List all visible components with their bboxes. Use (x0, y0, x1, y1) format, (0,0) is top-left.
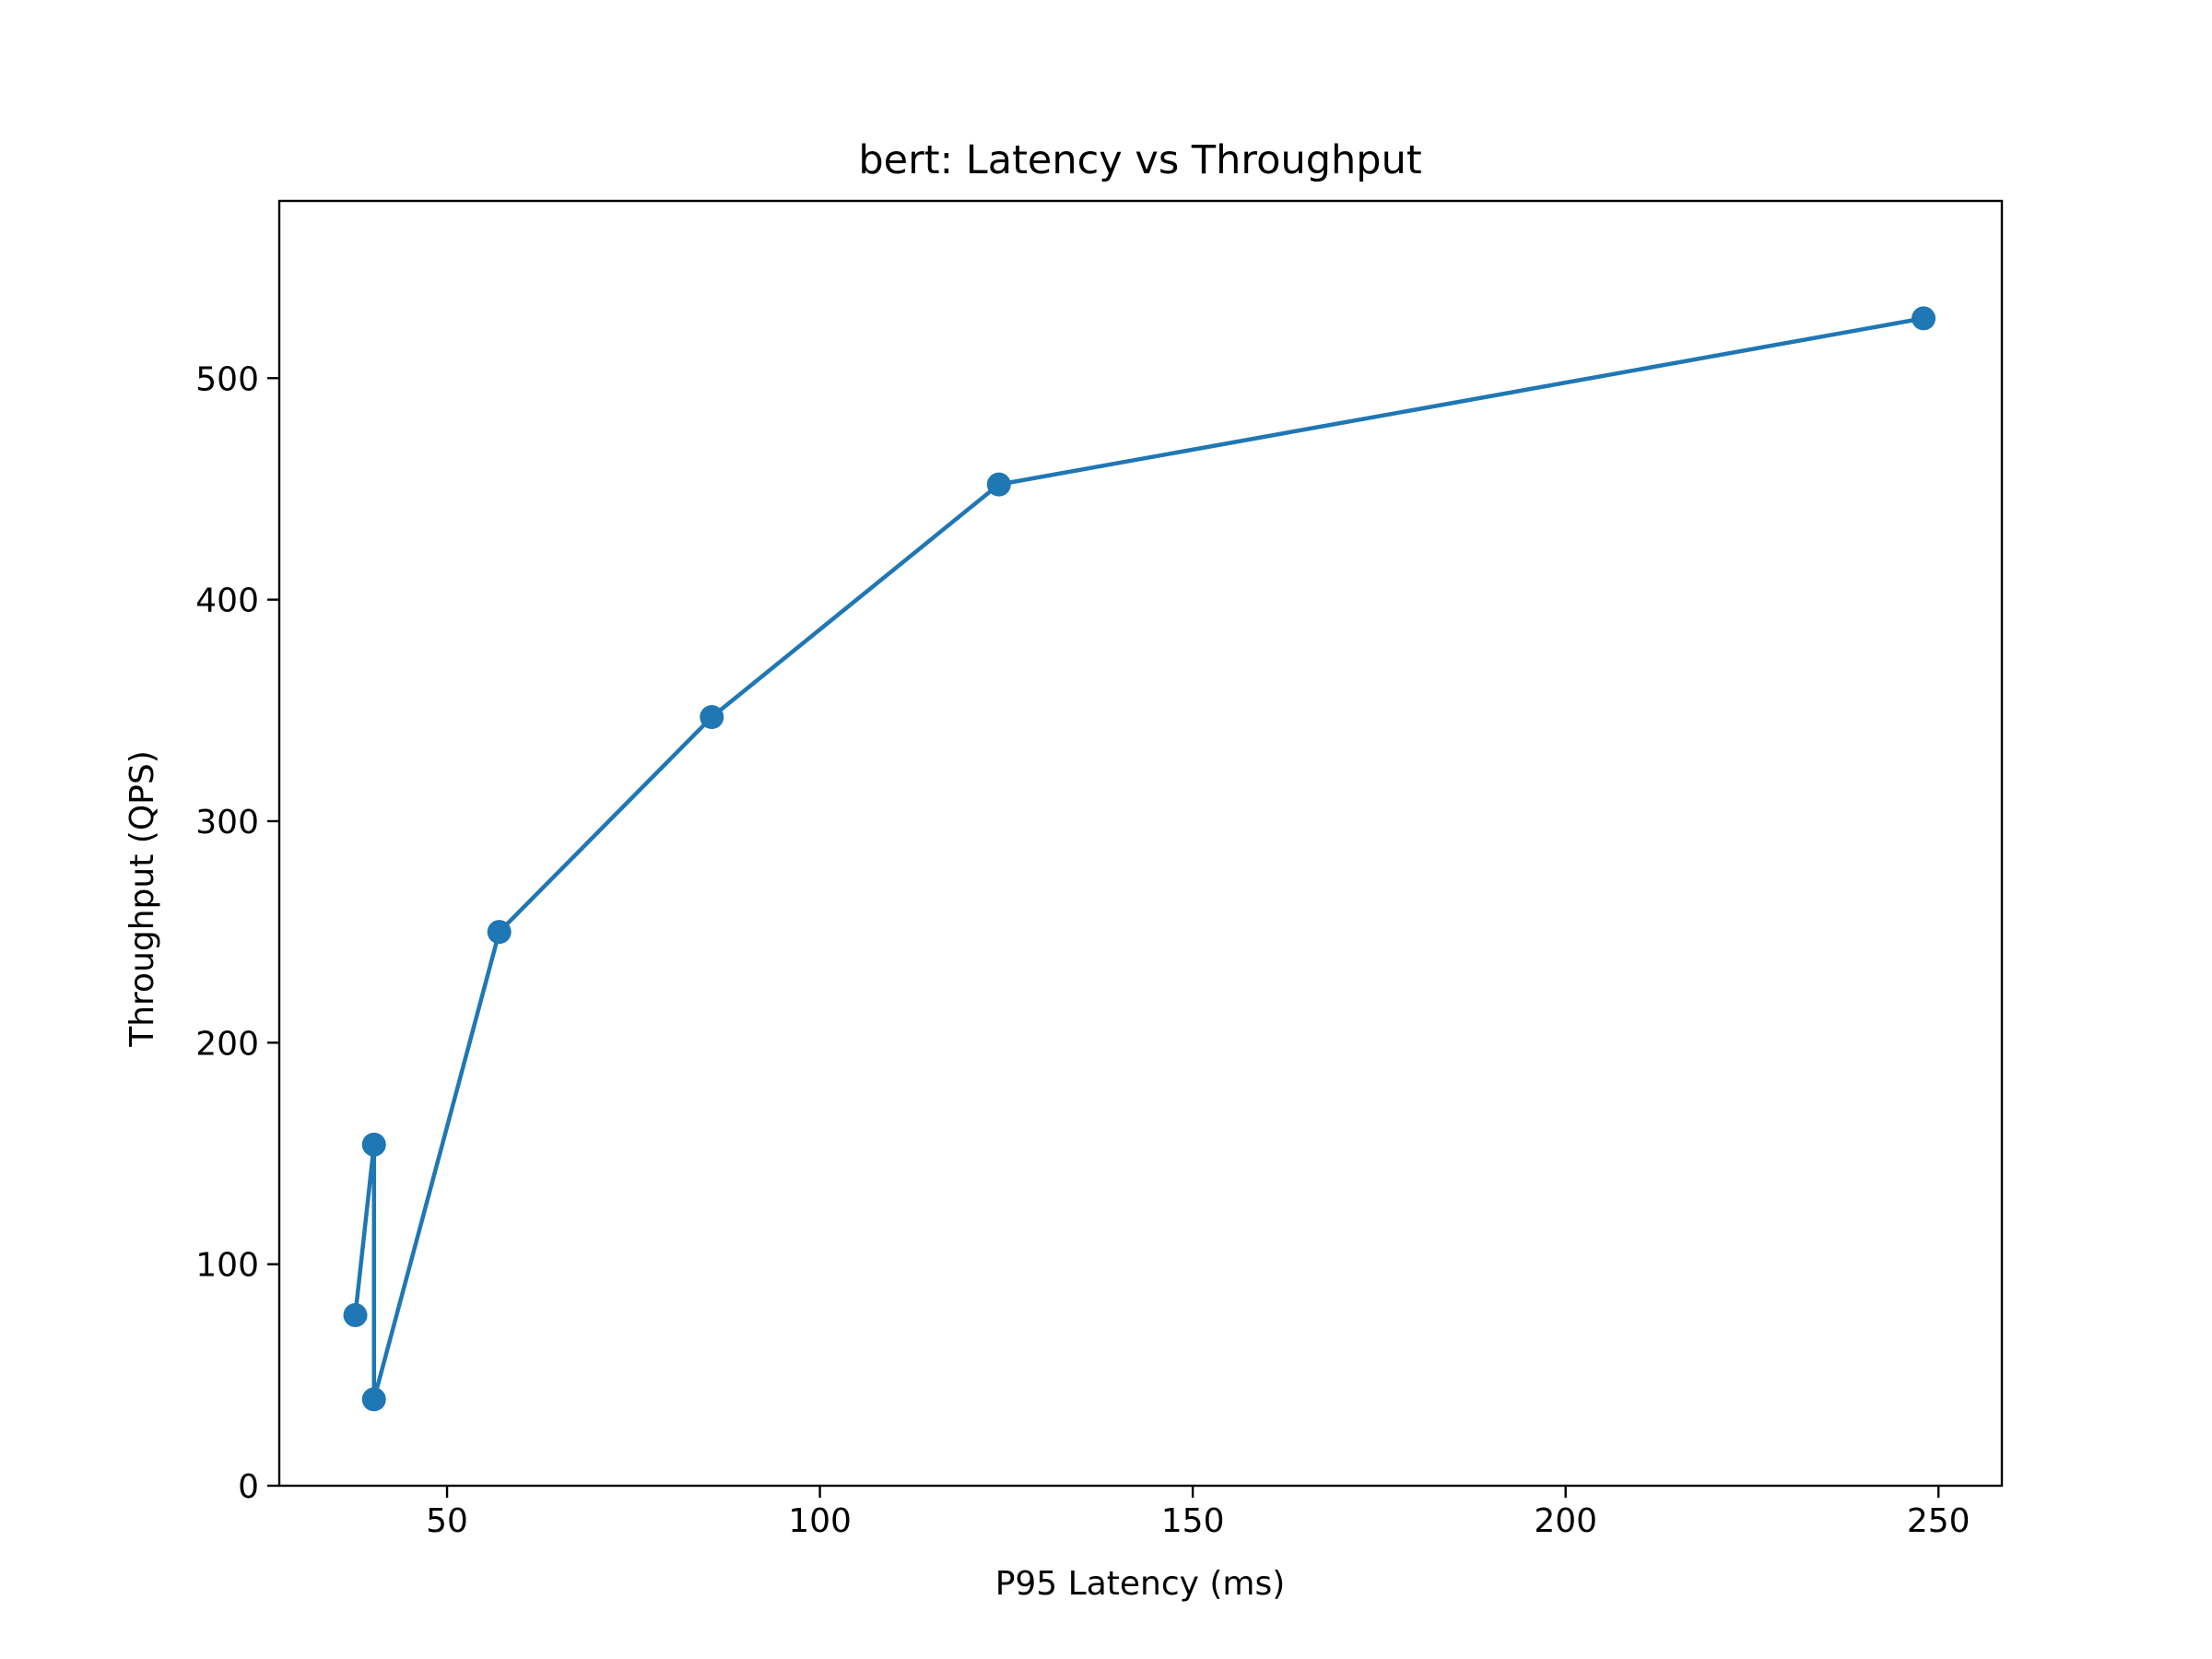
x-tick-label: 100 (788, 1502, 852, 1540)
data-point (361, 1387, 386, 1412)
y-axis-title: Throughput (QPS) (124, 750, 161, 1048)
chart-title: bert: Latency vs Throughput (858, 137, 1421, 183)
data-point (1912, 306, 1936, 331)
y-tick-label: 0 (238, 1468, 259, 1506)
y-tick-label: 200 (195, 1025, 259, 1063)
data-point (487, 920, 512, 945)
y-tick-label: 400 (195, 582, 259, 620)
x-axis-ticks: 50 100 150 200 250 (426, 1486, 1971, 1540)
data-point (343, 1302, 368, 1327)
x-tick-label: 50 (426, 1502, 468, 1540)
axes-frame (277, 199, 2004, 1488)
data-point (986, 472, 1011, 497)
data-point (361, 1132, 386, 1157)
x-axis-title: P95 Latency (ms) (995, 1565, 1286, 1603)
x-tick-label: 250 (1907, 1502, 1971, 1540)
plot-area (277, 199, 2004, 1488)
x-tick-label: 150 (1161, 1502, 1225, 1540)
series-layer (343, 306, 1936, 1412)
x-tick-label: 200 (1534, 1502, 1597, 1540)
data-point (700, 705, 724, 730)
y-tick-label: 500 (195, 360, 259, 398)
y-axis-ticks: 0 100 200 300 400 500 (195, 360, 279, 1506)
y-tick-label: 100 (195, 1247, 259, 1285)
y-tick-label: 300 (195, 804, 259, 841)
